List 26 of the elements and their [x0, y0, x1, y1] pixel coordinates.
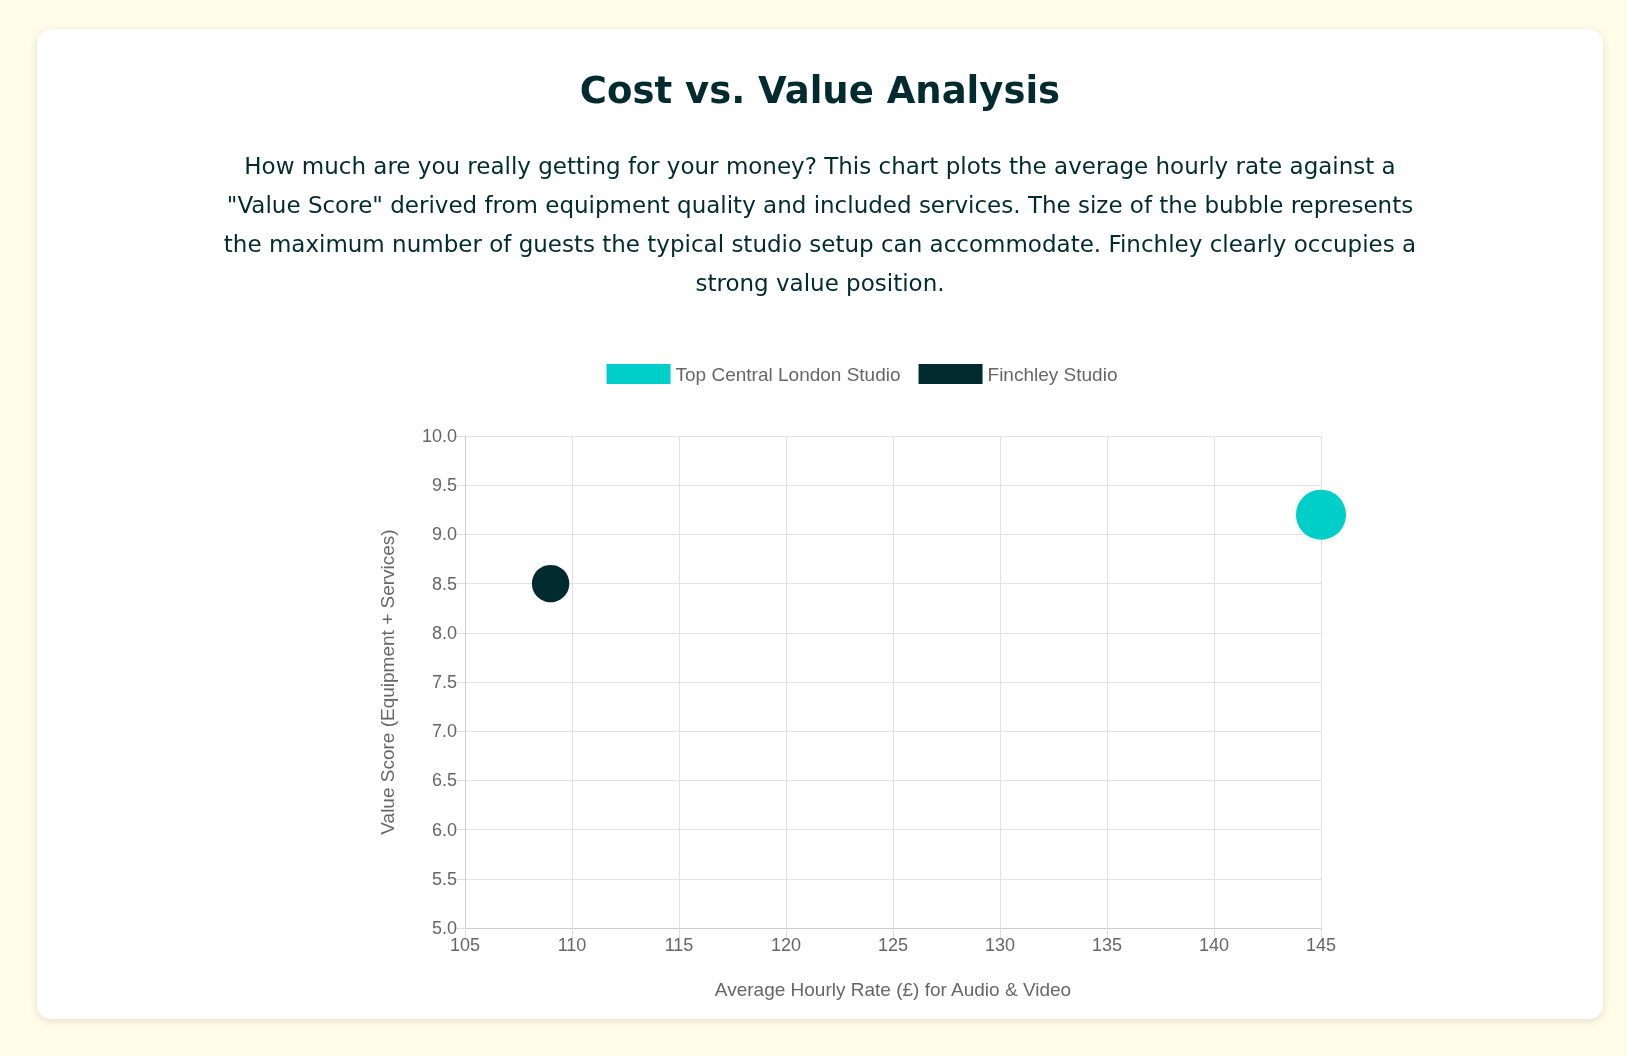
- x-tick-label: 140: [1198, 935, 1230, 955]
- y-tick-label: 7.5: [431, 672, 457, 692]
- x-tick-label: 135: [1091, 935, 1123, 955]
- x-tick-label: 145: [1305, 935, 1337, 955]
- y-tick-label: 9.0: [431, 524, 457, 545]
- x-tick-label: 115: [664, 935, 694, 955]
- x-tick-label: 110: [557, 935, 587, 955]
- x-tick-label: 125: [877, 935, 909, 955]
- x-tick-label: 105: [449, 935, 481, 955]
- y-tick-label: 6.0: [431, 819, 457, 840]
- y-tick-label: 5.5: [431, 868, 457, 889]
- y-tick-label: 9.5: [431, 475, 457, 496]
- legend-label: Finchley Studio: [987, 363, 1118, 385]
- y-tick-label: 8.0: [431, 622, 457, 643]
- chart-subtitle: How much are you really getting for your money? This chart plots the average hourly rate against a "Value Score" derived from equipment quality and included services. The size of the bubble represents the maximum number of guests the typical studio setup can accommodate. Finchley clearly occupies a strong value position.: [222, 152, 1418, 298]
- y-axis-title: Value Score (Equipment + Services): [377, 529, 398, 835]
- y-tick-label: 6.5: [431, 770, 457, 791]
- y-tick-label: 5.0: [431, 918, 457, 938]
- y-tick-label: 7.0: [431, 721, 457, 742]
- x-tick-label: 130: [984, 935, 1016, 955]
- chart-title: Cost vs. Value Analysis: [578, 69, 1062, 112]
- y-tick-label: 8.5: [431, 573, 457, 594]
- x-tick-label: 120: [770, 935, 802, 955]
- x-axis-title: Average Hourly Rate (£) for Audio & Video: [714, 979, 1072, 1000]
- y-tick-label: 10.0: [421, 426, 457, 446]
- legend-label: Top Central London Studio: [675, 363, 901, 385]
